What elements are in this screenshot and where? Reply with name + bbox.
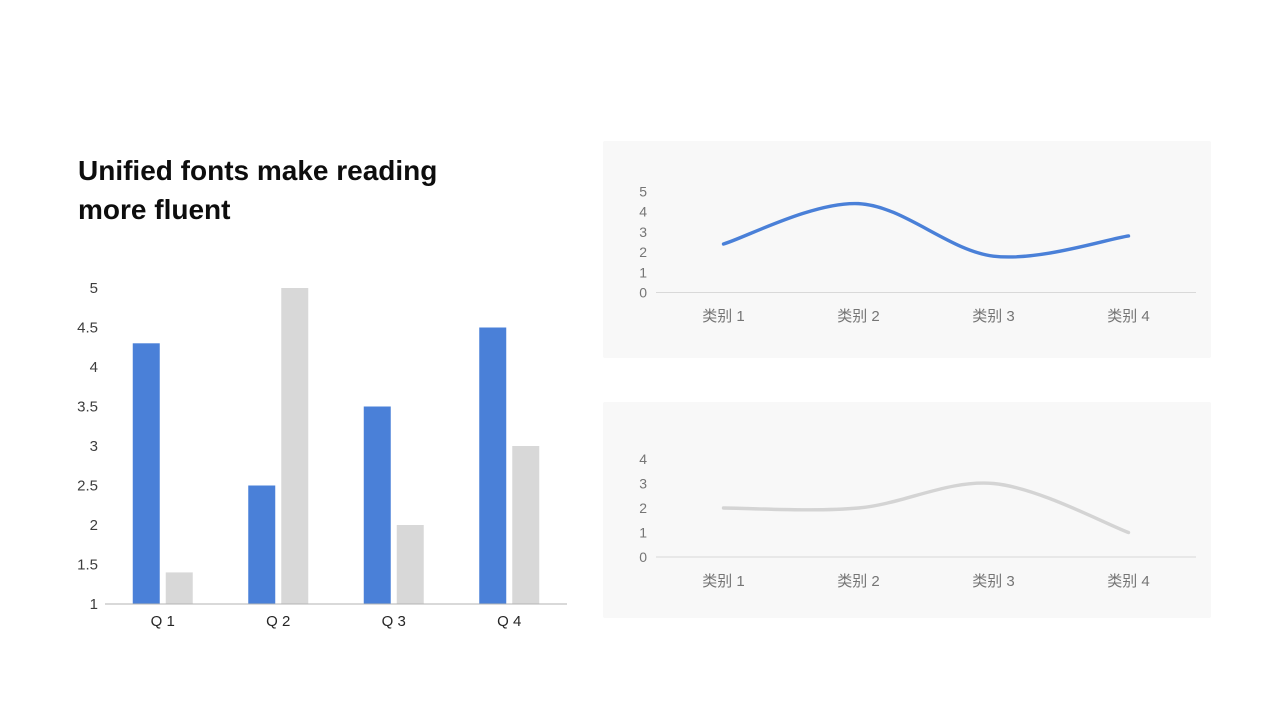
line-y-tick-label: 3: [639, 476, 647, 492]
slide-title: Unified fonts make reading more fluent: [78, 155, 438, 225]
line-x-category-label: 类别 1: [702, 573, 745, 590]
line-y-tick-label: 0: [639, 549, 647, 565]
bar-gray: [512, 446, 540, 604]
line-chart-bottom-svg: 4 3 2 1 0 类别 1 类别 2 类别 3 类别 4: [639, 451, 1196, 590]
bar-blue: [132, 343, 160, 604]
bar-y-tick-label: 1: [90, 596, 98, 613]
bar-chart-svg: 5 4.5 4 3.5 3 2.5 2 1.5 1 Q 1 Q 2 Q 3 Q 4: [77, 280, 567, 630]
bar-gray: [281, 288, 309, 604]
bar-y-tick-label: 1.5: [77, 557, 98, 574]
bar-y-tick-label: 5: [90, 280, 98, 297]
bar-y-tick-label: 4: [90, 359, 98, 376]
bar-blue: [363, 406, 391, 604]
line-x-category-label: 类别 2: [837, 308, 880, 325]
bar-x-category-label: Q 1: [151, 613, 175, 630]
line-x-category-label: 类别 3: [972, 573, 1015, 590]
line-chart-bottom-card: 4 3 2 1 0 类别 1 类别 2 类别 3 类别 4: [603, 402, 1211, 618]
bar-gray: [165, 572, 193, 604]
line-x-category-label: 类别 4: [1107, 308, 1150, 325]
bar-chart: 5 4.5 4 3.5 3 2.5 2 1.5 1 Q 1 Q 2 Q 3 Q 4: [60, 272, 580, 652]
bar-gray: [396, 525, 424, 604]
line-y-tick-label: 1: [639, 525, 647, 541]
line-series-path: [721, 201, 1131, 259]
line-chart-top-svg: 5 4 3 2 1 0 类别 1 类别 2 类别 3 类别 4: [639, 184, 1196, 325]
bar-y-tick-label: 2: [90, 517, 98, 534]
line-y-tick-label: 2: [639, 500, 647, 516]
bar-y-tick-label: 3.5: [77, 399, 98, 416]
bar-x-category-label: Q 3: [382, 613, 406, 630]
line-y-tick-label: 0: [639, 285, 647, 301]
line-x-category-label: 类别 1: [702, 308, 745, 325]
line-x-category-label: 类别 4: [1107, 573, 1150, 590]
line-chart-top-card: 5 4 3 2 1 0 类别 1 类别 2 类别 3 类别 4: [603, 141, 1211, 358]
bar-y-tick-label: 4.5: [77, 320, 98, 337]
bar-blue: [248, 485, 276, 604]
line-y-tick-label: 1: [639, 264, 647, 280]
bar-x-category-label: Q 2: [266, 613, 290, 630]
bar-x-category-label: Q 4: [497, 613, 521, 630]
bar-blue: [479, 327, 507, 604]
line-y-tick-label: 2: [639, 244, 647, 260]
line-y-tick-label: 4: [639, 451, 647, 467]
line-y-tick-label: 5: [639, 184, 647, 200]
line-y-tick-label: 3: [639, 224, 647, 240]
bar-y-tick-label: 3: [90, 438, 98, 455]
line-series-path: [721, 481, 1131, 535]
line-x-category-label: 类别 3: [972, 308, 1015, 325]
line-x-category-label: 类别 2: [837, 573, 880, 590]
line-y-tick-label: 4: [639, 204, 647, 220]
bar-y-tick-label: 2.5: [77, 478, 98, 495]
